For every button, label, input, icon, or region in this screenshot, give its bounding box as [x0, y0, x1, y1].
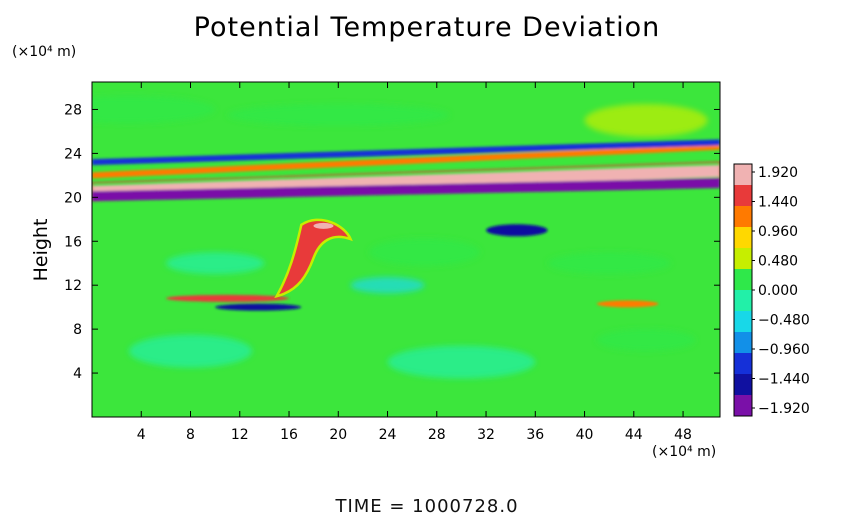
x-tick-label: 8 [186, 427, 195, 443]
tropopause-cold-streak [215, 303, 302, 311]
texture-patch [584, 103, 708, 137]
field-texture [92, 95, 708, 379]
x-tick-label: 48 [674, 427, 692, 443]
y-tick-label: 24 [64, 146, 82, 162]
heatmap-field [92, 82, 720, 417]
colorbar-label: −1.920 [758, 401, 810, 417]
stratosphere-wave-negative [92, 139, 720, 166]
y-axis-label: Height [30, 219, 52, 282]
x-tick-label: 20 [329, 427, 347, 443]
plume-core [313, 222, 334, 229]
feature-bands [92, 139, 720, 311]
colorbar-swatch [734, 374, 752, 396]
tropopause-warm-streak [165, 294, 290, 302]
upper-band-outline [92, 161, 720, 202]
y-tick-label: 16 [64, 234, 82, 250]
colorbar-swatch [734, 332, 752, 354]
texture-patch [369, 238, 480, 266]
colorbar-label: −0.960 [758, 342, 810, 358]
chart-title: Potential Temperature Deviation [193, 12, 661, 43]
texture-patch [165, 252, 265, 275]
time-label: TIME = 1000728.0 [335, 496, 519, 517]
colorbar-swatch [734, 395, 752, 417]
x-axis: 4 8 12 16 20 24 28 32 36 40 44 48 [137, 82, 692, 443]
x-axis-unit: (×10⁴ m) [652, 444, 717, 460]
colorbar-swatch [734, 248, 752, 270]
y-tick-label: 28 [64, 102, 82, 118]
colorbar-swatch [734, 311, 752, 333]
colorbar-swatch [734, 269, 752, 291]
texture-patch [92, 95, 216, 124]
x-tick-label: 28 [428, 427, 446, 443]
x-tick-label: 32 [477, 427, 495, 443]
x-tick-label: 16 [280, 427, 298, 443]
colorbar-swatch [734, 290, 752, 312]
x-tick-label: 12 [231, 427, 249, 443]
texture-patch [227, 103, 450, 126]
colorbar-swatch [734, 227, 752, 249]
texture-patch [596, 329, 696, 352]
x-tick-label: 24 [379, 427, 397, 443]
texture-patch [547, 252, 671, 275]
texture-patch [350, 276, 425, 294]
warm-streak-44 [596, 300, 659, 308]
colorbar: 1.920 1.440 0.960 0.480 0.000 −0.480 −0.960 −1.… [733, 163, 810, 417]
colorbar-swatch [734, 353, 752, 375]
y-axis-unit: (×10⁴ m) [12, 44, 77, 60]
plot-frame [91, 81, 721, 418]
colorbar-label: 0.480 [758, 254, 798, 270]
y-tick-label: 12 [64, 278, 82, 294]
upper-negative-band [92, 178, 720, 202]
colorbar-label: −1.440 [758, 372, 810, 388]
colorbar-label: 0.960 [758, 224, 798, 240]
texture-patch [387, 345, 536, 379]
colorbar-label: 1.440 [758, 195, 798, 211]
x-tick-label: 4 [137, 427, 146, 443]
x-tick-label: 36 [526, 427, 544, 443]
cold-anomaly-36 [486, 224, 548, 237]
colorbar-label: 0.000 [758, 283, 798, 299]
colorbar-label: −0.480 [758, 313, 810, 329]
y-tick-label: 8 [73, 322, 82, 338]
y-tick-label: 20 [64, 190, 82, 206]
colorbar-swatch [734, 164, 752, 186]
y-tick-label: 4 [73, 366, 82, 382]
texture-patch [128, 334, 253, 368]
colorbar-label: 1.920 [758, 165, 798, 181]
colorbar-swatch [734, 206, 752, 228]
stratosphere-wave-positive [92, 143, 720, 179]
x-tick-label: 44 [625, 427, 643, 443]
plume-body [274, 218, 353, 299]
colorbar-swatch [734, 185, 752, 207]
x-tick-label: 40 [576, 427, 594, 443]
y-axis: 4 8 12 16 20 24 28 [64, 102, 720, 382]
convective-plume-shape [274, 218, 353, 299]
